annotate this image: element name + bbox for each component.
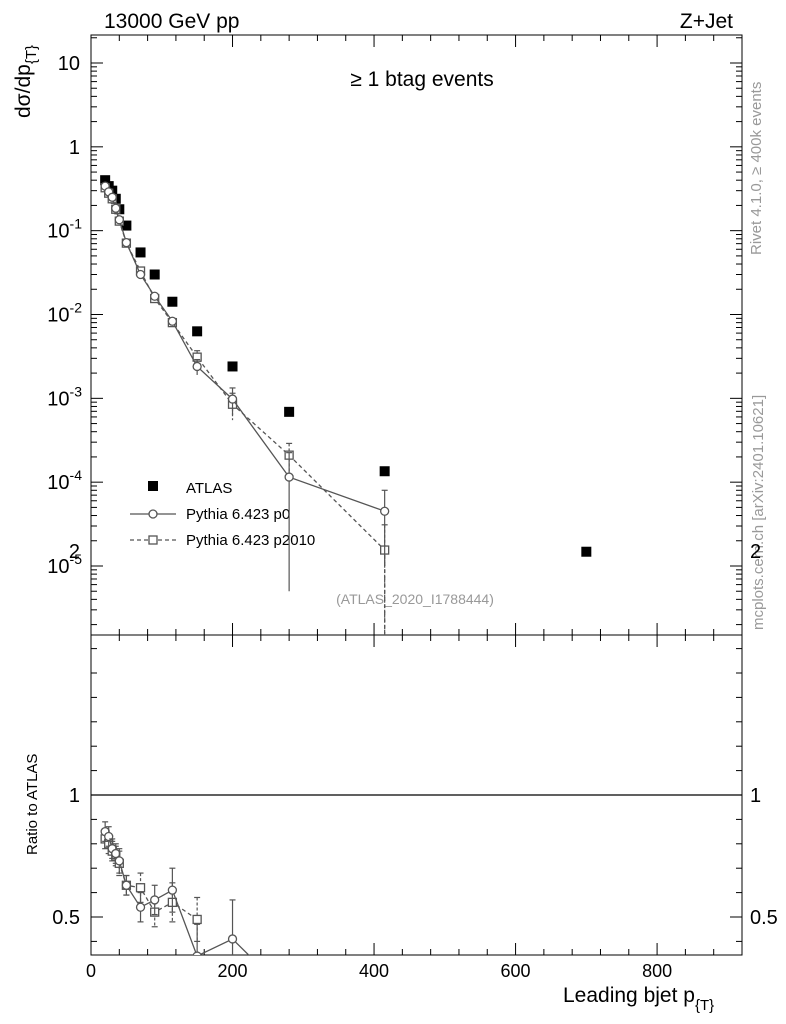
y-axis-label: dσ/dp{T} — [12, 45, 40, 118]
atlas-point — [379, 466, 390, 477]
p0-point — [380, 506, 390, 516]
legend: ATLAS Pythia 6.423 p0 Pythia 6.423 p2010 — [130, 480, 315, 549]
atlas-point — [149, 269, 160, 280]
legend-atlas-marker — [148, 481, 158, 491]
p0-point — [192, 361, 202, 372]
y-tick-label: 10-1 — [47, 216, 82, 243]
p0-point — [114, 215, 124, 225]
legend-p0-marker — [148, 509, 158, 519]
atlas-point — [227, 361, 238, 372]
y-tick-label: 10-2 — [47, 300, 82, 327]
main-data-group — [100, 175, 592, 635]
ratio-tick-label: 1 — [69, 785, 80, 807]
header-energy-label: 13000 GeV pp — [104, 10, 239, 33]
y-tick-label: 10-5 — [47, 551, 82, 578]
ratio-tick-label: 2 — [69, 541, 80, 563]
p0-point — [121, 237, 132, 248]
svg-text:Rivet 4.1.0, ≥ 400k events: Rivet 4.1.0, ≥ 400k events — [748, 82, 765, 255]
p0-point — [167, 316, 178, 326]
p0-point — [135, 269, 146, 280]
legend-p2010-marker — [148, 535, 158, 545]
ratio-tick-label-right: 1 — [750, 785, 761, 807]
x-tick-label: 400 — [359, 961, 389, 981]
x-tick-label: 200 — [217, 961, 247, 981]
p0-ratio-point — [192, 951, 202, 955]
legend-p0-label: Pythia 6.423 p0 — [186, 506, 290, 523]
plot-title: ≥ 1 btag events — [350, 68, 493, 91]
x-tick-label: 800 — [642, 961, 672, 981]
y-tick-label: 1 — [69, 137, 80, 159]
p0-ratio-point — [227, 934, 238, 944]
atlas-point — [121, 220, 132, 231]
rivet-version-label: Rivet 4.1.0, ≥ 400k events — [748, 82, 765, 255]
atlas-point — [135, 247, 146, 258]
atlas-point — [581, 546, 592, 557]
p2010-ratio-point — [192, 914, 202, 925]
svg-text:Ratio to ATLAS: Ratio to ATLAS — [24, 754, 41, 855]
p0-ratio-point — [135, 902, 146, 912]
y-tick-label: 10-4 — [47, 467, 82, 494]
x-tick-label: 600 — [501, 961, 531, 981]
y-tick-label: 10-3 — [47, 383, 82, 410]
analysis-tag: (ATLAS_2020_I1788444) — [336, 591, 494, 607]
atlas-point — [284, 406, 295, 417]
p2010-ratio-point — [135, 883, 146, 893]
data-layer — [100, 175, 592, 955]
p0-ratio-point — [114, 856, 124, 866]
p2010-line — [104, 187, 386, 635]
ratio-tick-label-right: 0.5 — [750, 907, 778, 929]
ratio-tick-label-right: 2 — [750, 541, 761, 563]
p0-point — [227, 394, 238, 404]
x-tick-label: 0 — [86, 961, 96, 981]
p0-point — [107, 192, 117, 202]
p0-point — [284, 472, 294, 482]
atlas-point — [192, 326, 203, 337]
x-axis-label: Leading bjet p{T} — [563, 984, 714, 1014]
p0-point — [150, 291, 160, 301]
p0-ratio-point — [167, 885, 178, 895]
ratio-tick-label: 0.5 — [52, 907, 80, 929]
header-process-label: Z+Jet — [680, 10, 733, 33]
mcplots-reference-label: mcplots.cern.ch [arXiv:2401.10621] — [750, 395, 767, 630]
p0-ratio-point — [150, 895, 160, 905]
atlas-point — [167, 296, 178, 307]
legend-p2010-label: Pythia 6.423 p2010 — [186, 532, 315, 549]
p0-ratio-point — [121, 880, 132, 890]
p0-line — [104, 185, 385, 512]
svg-text:dσ/dp{T}: dσ/dp{T} — [12, 45, 40, 118]
p0-point — [111, 203, 121, 213]
y-tick-label: 10 — [58, 53, 80, 75]
ratio-y-axis-label: Ratio to ATLAS — [24, 754, 41, 855]
ratio-data-group — [100, 821, 250, 955]
atlas-point — [100, 175, 111, 186]
svg-text:mcplots.cern.ch [arXiv:2401.10: mcplots.cern.ch [arXiv:2401.10621] — [750, 395, 767, 630]
legend-atlas-label: ATLAS — [186, 480, 232, 497]
